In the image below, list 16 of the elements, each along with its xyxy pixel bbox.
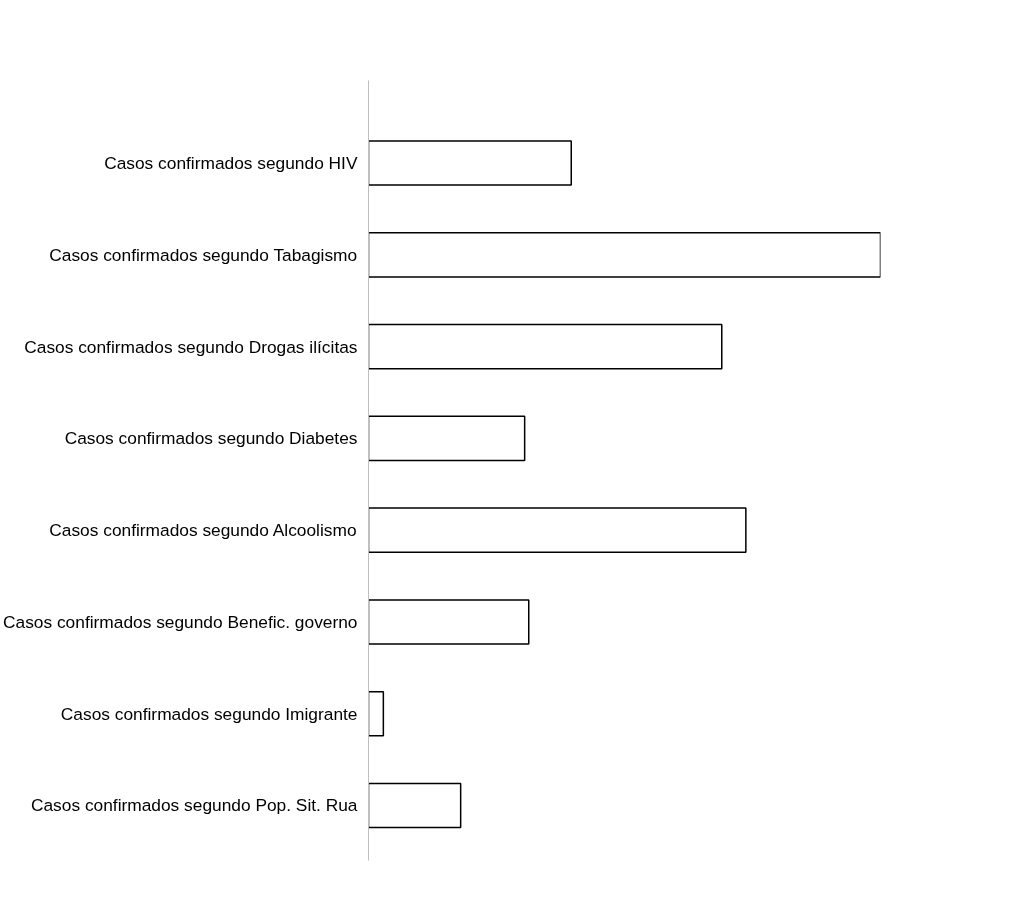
bar	[368, 782, 462, 829]
y-tick-label: Casos confirmados segundo Drogas ilícitas	[24, 336, 358, 357]
y-tick-label: Casos confirmados segundo Tabagismo	[49, 244, 358, 265]
y-tick-label: Casos confirmados segundo Pop. Sit. Rua	[30, 795, 358, 816]
bar	[368, 415, 526, 462]
bar	[368, 507, 747, 553]
bar	[368, 323, 723, 370]
bar	[368, 690, 385, 737]
bar	[368, 599, 530, 645]
y-tick-label: Casos confirmados segundo Alcoolismo	[49, 520, 357, 541]
y-tick-label: Casos confirmados segundo Benefic. governo	[3, 611, 358, 632]
bar	[368, 140, 572, 186]
y-tick-label: Casos confirmados segundo Diabetes	[64, 428, 358, 449]
y-tick-label: Casos confirmados segundo HIV	[104, 153, 358, 174]
y-tick-label: Casos confirmados segundo Imigrante	[60, 703, 358, 724]
bar	[368, 232, 881, 278]
